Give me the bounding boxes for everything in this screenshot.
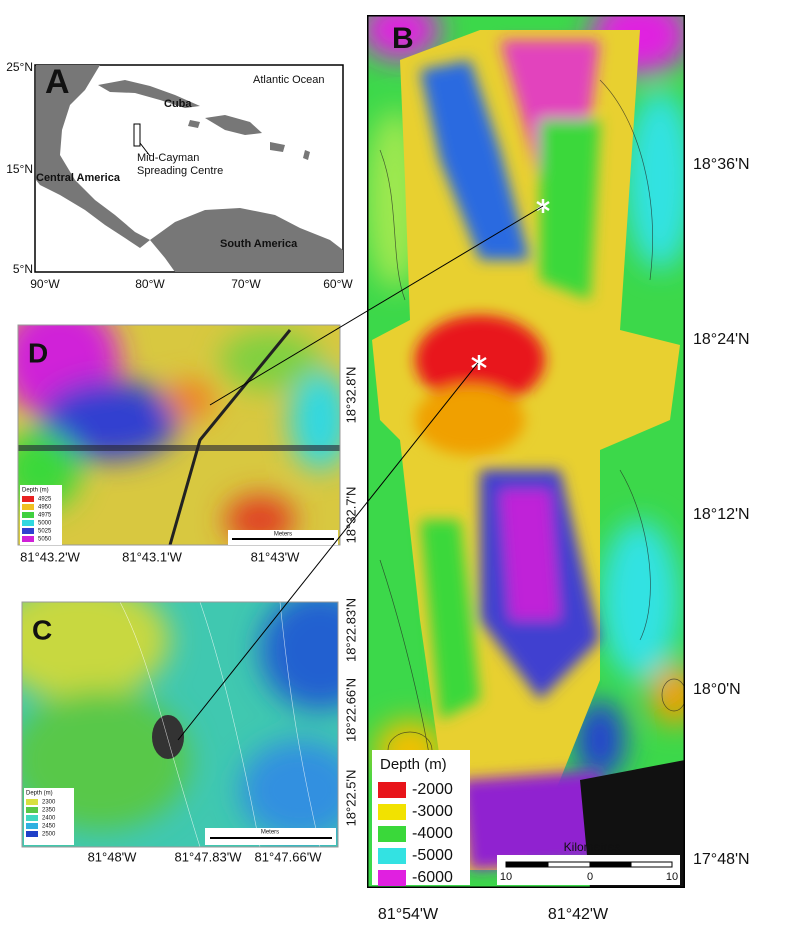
legend-label: 2400 — [42, 816, 56, 822]
legend-label: 2500 — [42, 832, 56, 838]
lat-label: 18°32.8'N — [343, 367, 358, 424]
lat-label: 18°22.5'N — [343, 770, 358, 827]
legend-swatch — [22, 536, 34, 542]
frame-d — [17, 324, 341, 546]
lon-label: 81°47.83'W — [175, 849, 243, 864]
lon-label: 90°W — [30, 277, 60, 291]
legend-label: 4950 — [38, 505, 52, 511]
legend-label: -2000 — [412, 781, 453, 798]
legend-title: Depth (m) — [22, 488, 49, 494]
lat-label: 25°N — [6, 60, 33, 74]
lon-label: 81°54'W — [378, 906, 439, 923]
connector — [177, 362, 479, 741]
lat-label: 18°24'N — [693, 331, 750, 348]
scale-tick: 0 — [587, 871, 593, 883]
lon-label: 81°43.1'W — [122, 549, 182, 564]
legend-swatch — [378, 848, 406, 864]
legend-label: -3000 — [412, 803, 453, 820]
place-label: Atlantic Ocean — [253, 74, 325, 86]
labels: A 25°N 15°N 5°N90°W 80°W 70°W 60°W Atlantic Oce… — [6, 22, 749, 923]
lat-label: 18°0'N — [693, 681, 741, 698]
legend-label: 2450 — [42, 824, 56, 830]
lat-label: 15°N — [6, 162, 33, 176]
place-label: Cuba — [164, 98, 192, 110]
scale-tick: 10 — [666, 871, 678, 883]
legend-swatch — [22, 496, 34, 502]
legend-label: -4000 — [412, 825, 453, 842]
panel-letter: C — [32, 614, 52, 645]
place-label: Central America — [36, 172, 121, 184]
legend-label: 2350 — [42, 808, 56, 814]
lon-label: 81°43'W — [251, 549, 301, 564]
place-label: Mid-Cayman — [137, 152, 199, 164]
scale-tick: 10 — [500, 871, 512, 883]
lon-label: 81°43.2'W — [20, 549, 80, 564]
lat-label: 18°32.7'N — [343, 487, 358, 544]
lat-label: 18°12'N — [693, 506, 750, 523]
frame-c — [21, 601, 339, 848]
lon-label: 70°W — [231, 277, 261, 291]
lat-label: 18°22.66'N — [343, 678, 358, 742]
lat-label: 5°N — [13, 262, 33, 276]
map-c — [22, 602, 338, 847]
map-b — [367, 15, 685, 888]
lon-label: 81°42'W — [548, 906, 609, 923]
scale-b-bar — [505, 861, 673, 868]
scale-c-box — [205, 828, 336, 845]
lat-label: 17°48'N — [693, 851, 750, 868]
panel-letter: B — [392, 22, 414, 55]
legend-swatch — [22, 504, 34, 510]
legend-swatch — [26, 823, 38, 829]
map-a — [34, 64, 344, 273]
legend-swatch — [378, 804, 406, 820]
lon-label: 81°48'W — [88, 849, 138, 864]
legend-label: 5050 — [38, 537, 52, 543]
lon-label: 80°W — [135, 277, 165, 291]
legend-swatch — [22, 512, 34, 518]
legend-swatch — [26, 807, 38, 813]
lat-label: 18°22.83'N — [343, 598, 358, 662]
panel-letter: D — [28, 337, 48, 368]
legend-swatch — [26, 799, 38, 805]
legend-label: -6000 — [412, 869, 453, 886]
scale-title: Kilometres — [564, 840, 621, 854]
scale-b-box — [497, 855, 680, 885]
legend-swatch — [22, 520, 34, 526]
legend-title: Depth (m) — [380, 756, 447, 773]
legend-label: 4975 — [38, 513, 52, 519]
legend-swatch — [26, 831, 38, 837]
legend-swatch — [378, 826, 406, 842]
legend-label: 2300 — [42, 800, 56, 806]
legend-label: 5025 — [38, 529, 52, 535]
legend-swatch — [26, 815, 38, 821]
panel-letter: A — [45, 63, 70, 101]
scale-title: Meters — [261, 830, 279, 836]
scale-title: Meters — [274, 532, 292, 538]
legend-swatch — [22, 528, 34, 534]
lon-label: 81°47.66'W — [255, 849, 323, 864]
legend-title: Depth (m) — [26, 791, 53, 797]
legend-swatch — [378, 870, 406, 886]
legend-label: 4925 — [38, 497, 52, 503]
legend-label: -5000 — [412, 847, 453, 864]
scale-d-box — [228, 530, 338, 545]
legend-swatch — [378, 782, 406, 798]
lon-label: 60°W — [323, 277, 353, 291]
lat-label: 18°36'N — [693, 156, 750, 173]
connector — [209, 205, 544, 406]
legend-label: 5000 — [38, 521, 52, 527]
place-label: Spreading Centre — [137, 165, 223, 177]
place-label: South America — [220, 238, 298, 250]
map-d — [18, 325, 340, 545]
